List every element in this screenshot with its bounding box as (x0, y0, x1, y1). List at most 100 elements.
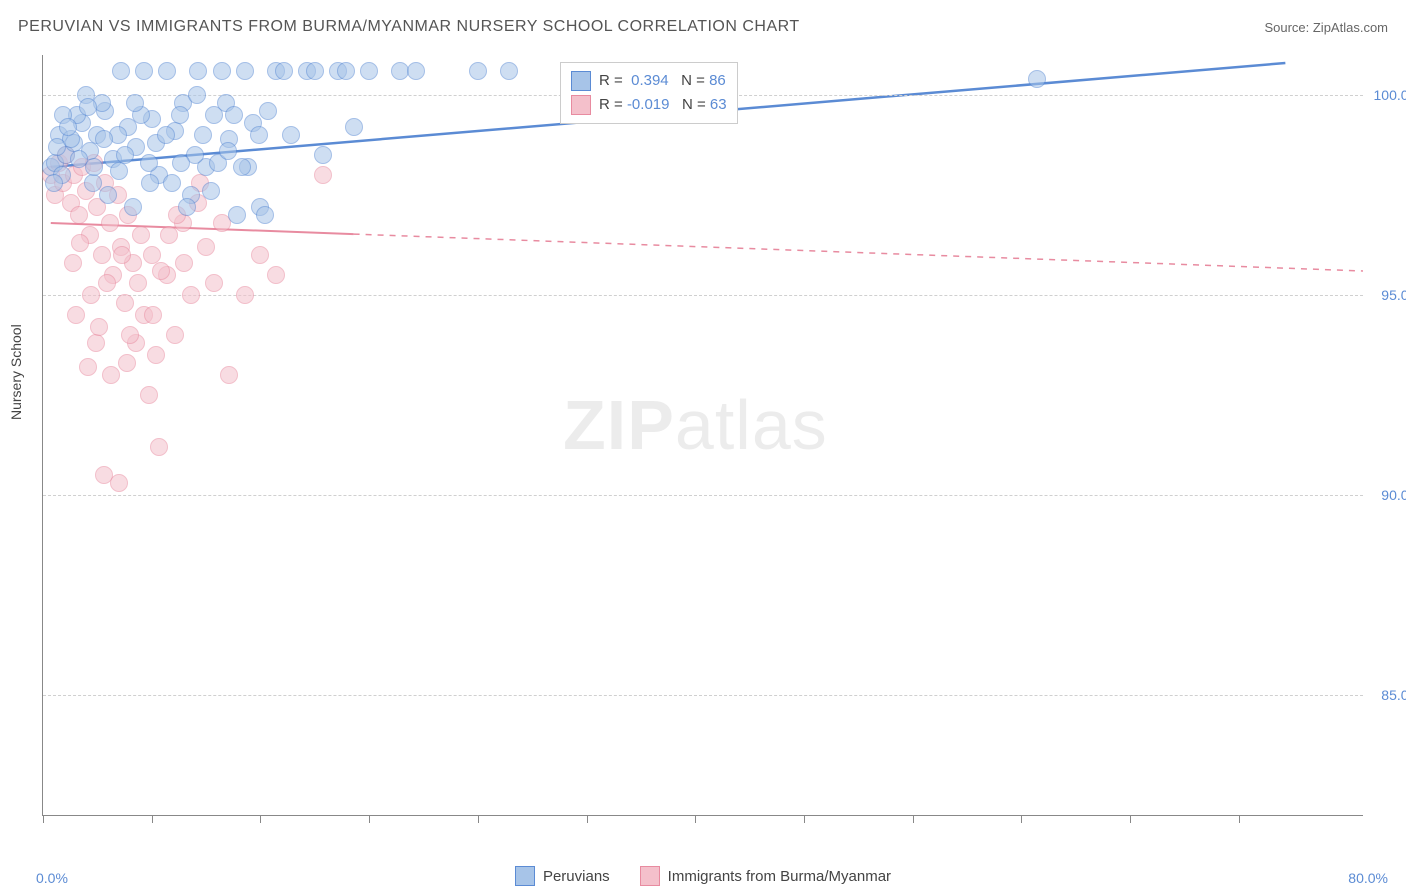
scatter-point-b (236, 286, 254, 304)
scatter-point-a (469, 62, 487, 80)
scatter-point-b (113, 246, 131, 264)
scatter-point-a (188, 86, 206, 104)
scatter-point-b (160, 226, 178, 244)
y-tick-label: 85.0% (1381, 687, 1406, 703)
scatter-point-b (110, 474, 128, 492)
legend-stats-box: R = 0.394 N = 86 R = -0.019 N = 63 (560, 62, 738, 124)
x-axis-label-max: 80.0% (1348, 870, 1388, 886)
y-axis-label: Nursery School (8, 324, 24, 420)
scatter-point-b (205, 274, 223, 292)
legend-stats-row-a: R = 0.394 N = 86 (571, 69, 727, 93)
legend-bottom: Peruvians Immigrants from Burma/Myanmar (0, 866, 1406, 886)
scatter-point-a (202, 182, 220, 200)
scatter-point-a (360, 62, 378, 80)
scatter-point-a (228, 206, 246, 224)
scatter-point-a (85, 158, 103, 176)
legend-stats-row-b: R = -0.019 N = 63 (571, 93, 727, 117)
gridline-h (43, 695, 1363, 696)
scatter-point-b (67, 306, 85, 324)
x-tick (43, 815, 44, 823)
scatter-point-a (45, 174, 63, 192)
scatter-point-b (132, 226, 150, 244)
scatter-point-b (87, 334, 105, 352)
scatter-point-a (233, 158, 251, 176)
legend-label-a: Peruvians (543, 868, 610, 885)
scatter-point-a (213, 62, 231, 80)
y-tick-label: 100.0% (1374, 87, 1406, 103)
scatter-point-a (59, 118, 77, 136)
scatter-point-b (116, 294, 134, 312)
x-tick (1239, 815, 1240, 823)
scatter-point-a (84, 174, 102, 192)
scatter-point-b (144, 306, 162, 324)
scatter-point-a (250, 126, 268, 144)
scatter-point-b (152, 262, 170, 280)
scatter-point-b (147, 346, 165, 364)
scatter-point-a (256, 206, 274, 224)
scatter-point-a (140, 154, 158, 172)
x-tick (260, 815, 261, 823)
scatter-point-a (163, 174, 181, 192)
scatter-point-a (500, 62, 518, 80)
scatter-point-b (121, 326, 139, 344)
scatter-point-a (345, 118, 363, 136)
x-tick (913, 815, 914, 823)
scatter-point-a (275, 62, 293, 80)
scatter-point-b (150, 438, 168, 456)
x-tick (804, 815, 805, 823)
x-axis-label-min: 0.0% (36, 870, 68, 886)
scatter-point-a (95, 130, 113, 148)
scatter-point-a (171, 106, 189, 124)
scatter-point-a (236, 62, 254, 80)
y-tick-label: 90.0% (1381, 487, 1406, 503)
scatter-point-a (112, 62, 130, 80)
scatter-point-a (407, 62, 425, 80)
scatter-point-a (141, 174, 159, 192)
source-label: Source: ZipAtlas.com (1264, 20, 1388, 35)
scatter-point-b (118, 354, 136, 372)
scatter-point-a (157, 126, 175, 144)
scatter-point-a (314, 146, 332, 164)
x-tick (1130, 815, 1131, 823)
scatter-point-a (178, 198, 196, 216)
scatter-point-b (267, 266, 285, 284)
swatch-series-a (571, 71, 591, 91)
scatter-point-b (93, 246, 111, 264)
scatter-point-a (99, 186, 117, 204)
scatter-point-b (90, 318, 108, 336)
scatter-point-b (251, 246, 269, 264)
legend-label-b: Immigrants from Burma/Myanmar (668, 868, 891, 885)
scatter-point-a (194, 126, 212, 144)
x-tick (1021, 815, 1022, 823)
scatter-point-a (158, 62, 176, 80)
scatter-point-a (110, 162, 128, 180)
scatter-point-a (306, 62, 324, 80)
legend-item-a: Peruvians (515, 866, 610, 886)
scatter-point-a (172, 154, 190, 172)
chart-title: PERUVIAN VS IMMIGRANTS FROM BURMA/MYANMA… (18, 18, 800, 36)
scatter-point-b (175, 254, 193, 272)
x-tick (587, 815, 588, 823)
x-tick (695, 815, 696, 823)
scatter-point-b (166, 326, 184, 344)
scatter-point-b (314, 166, 332, 184)
legend-item-b: Immigrants from Burma/Myanmar (640, 866, 891, 886)
scatter-point-b (101, 214, 119, 232)
scatter-point-b (71, 234, 89, 252)
x-tick (478, 815, 479, 823)
scatter-point-a (135, 62, 153, 80)
scatter-point-b (98, 274, 116, 292)
swatch-series-a-icon (515, 866, 535, 886)
scatter-point-a (219, 142, 237, 160)
scatter-point-a (79, 98, 97, 116)
y-tick-label: 95.0% (1381, 287, 1406, 303)
scatter-point-a (1028, 70, 1046, 88)
scatter-point-b (220, 366, 238, 384)
scatter-point-b (197, 238, 215, 256)
scatter-point-b (64, 254, 82, 272)
scatter-point-a (126, 94, 144, 112)
scatter-point-a (48, 138, 66, 156)
scatter-point-b (129, 274, 147, 292)
scatter-point-a (282, 126, 300, 144)
watermark: ZIPatlas (563, 385, 828, 465)
